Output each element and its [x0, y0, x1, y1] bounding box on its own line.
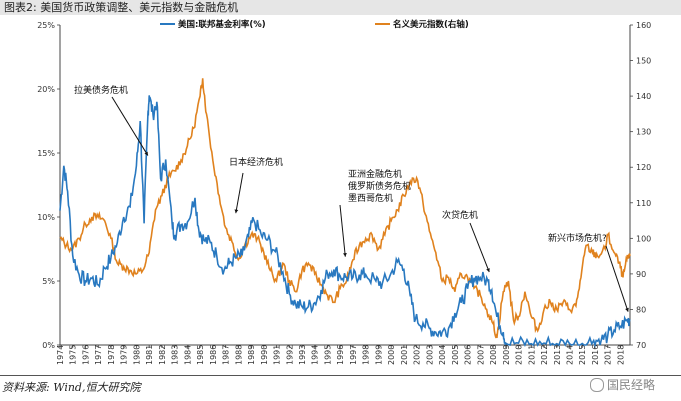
annotation-arrow-em	[605, 245, 629, 312]
annotation-latam-crisis: 拉美债务危机	[74, 84, 128, 96]
x-tick-label: 2013	[553, 345, 562, 365]
y-right-tick-label: 120	[636, 163, 651, 172]
x-tick-label: 1977	[94, 345, 103, 365]
y-right-tick-label: 130	[636, 128, 651, 137]
y-right-tick-label: 110	[636, 199, 651, 208]
y-right-tick-label: 80	[636, 305, 646, 314]
annotation-arrow-latam-head	[144, 151, 148, 156]
annotations: 拉美债务危机日本经济危机亚洲金融危机俄罗斯债务危机墨西哥危机次贷危机新兴市场危机…	[74, 84, 629, 312]
y-left-tick-label: 10%	[37, 213, 55, 222]
x-tick-label: 2011	[527, 345, 536, 365]
chart-legend: 美国:联邦基金利率(%) 名义美元指数(右轴)	[160, 19, 469, 30]
y-left-tick-label: 25%	[37, 21, 55, 30]
annotation-asia-crisis: 亚洲金融危机	[348, 168, 402, 180]
source-divider	[0, 375, 681, 376]
annotation-arrow-subprime-head	[486, 268, 490, 273]
annotation-em-crisis: 新兴市场危机?	[548, 232, 607, 244]
x-tick-label: 2016	[591, 345, 600, 365]
y-right-tick-labels: 70 80 90 100 110 120 130 140 150 160	[630, 21, 651, 350]
annotation-arrow-japan	[235, 172, 244, 214]
y-right-tick-label: 90	[636, 270, 646, 279]
x-tick-label: 1994	[311, 345, 320, 365]
series-line-fed-funds-rate	[59, 95, 631, 349]
chart: 1974 1975 1976 1977 1978 1979 1980 1981 1982 1983…	[37, 19, 651, 365]
source-note: 资料来源: Wind,恒大研究院	[2, 381, 141, 394]
x-tick-label: 2015	[578, 345, 587, 365]
x-tick-label: 1989	[247, 345, 256, 365]
x-tick-label: 2003	[425, 345, 434, 365]
x-tick-label: 2000	[387, 345, 396, 365]
watermark: 国民经略	[590, 376, 655, 393]
x-tick-label: 2005	[451, 345, 460, 365]
y-left-tick-label: 20%	[37, 85, 55, 94]
annotation-arrow-latam	[111, 96, 149, 156]
x-tick-label: 1974	[56, 345, 65, 365]
x-tick-label: 1982	[158, 345, 167, 365]
x-tick-label: 1980	[132, 345, 141, 365]
annotation-arrow-asia-head	[343, 252, 347, 257]
x-tick-label: 2001	[400, 345, 409, 365]
x-tick-label: 1995	[323, 345, 332, 365]
x-tick-label: 1986	[209, 345, 218, 365]
annotation-arrow-subprime	[469, 222, 490, 273]
x-tick-label: 1999	[374, 345, 383, 365]
x-tick-label: 1978	[107, 345, 116, 365]
y-right-tick-label: 160	[636, 21, 651, 30]
x-tick-label: 1981	[145, 345, 154, 365]
x-tick-label: 2017	[604, 345, 613, 365]
x-tick-label: 1996	[336, 345, 345, 365]
x-tick-label: 2014	[565, 345, 574, 365]
x-tick-label: 2010	[515, 345, 524, 365]
x-tick-label: 1979	[120, 345, 129, 365]
x-tick-label: 2008	[489, 345, 498, 365]
chart-axes	[59, 25, 631, 346]
x-tick-label: 1993	[298, 345, 307, 365]
x-tick-label: 1992	[285, 345, 294, 365]
x-tick-label: 2012	[540, 345, 549, 365]
annotation-arrow-asia	[339, 204, 346, 257]
x-tick-label: 1976	[81, 345, 90, 365]
y-right-tick-label: 150	[636, 57, 651, 66]
x-tick-label: 1985	[196, 345, 205, 365]
x-tick-labels: 1974 1975 1976 1977 1978 1979 1980 1981 1982 1983…	[56, 345, 625, 365]
annotation-russia-crisis: 俄罗斯债务危机	[348, 180, 411, 192]
x-tick-label: 2006	[464, 345, 473, 365]
wechat-icon	[590, 378, 604, 392]
x-tick-label: 1983	[171, 345, 180, 365]
y-right-tick-label: 70	[636, 341, 646, 350]
legend-label-dollar: 名义美元指数(右轴)	[393, 19, 469, 30]
x-tick-label: 1991	[273, 345, 282, 365]
watermark-text: 国民经略	[607, 378, 656, 392]
x-tick-label: 1990	[260, 345, 269, 365]
series-line-dollar-index	[59, 78, 631, 339]
x-tick-label: 2004	[438, 345, 447, 365]
x-tick-label: 2002	[413, 345, 422, 365]
x-tick-label: 1987	[222, 345, 231, 365]
y-right-tick-label: 100	[636, 234, 651, 243]
x-tick-label: 1975	[69, 345, 78, 365]
x-tick-label: 1984	[183, 345, 192, 365]
x-tick-label: 1988	[234, 345, 243, 365]
annotation-mexico-crisis: 墨西哥危机	[348, 192, 393, 204]
x-tick-label: 2009	[502, 345, 511, 365]
annotation-japan-crisis: 日本经济危机	[229, 156, 283, 168]
legend-label-rate: 美国:联邦基金利率(%)	[178, 19, 266, 30]
x-tick-label: 1997	[349, 345, 358, 365]
y-left-tick-label: 5%	[42, 277, 55, 286]
x-tick-label: 2018	[616, 345, 625, 365]
y-left-tick-labels: 0% 5% 10% 15% 20% 25%	[37, 21, 60, 350]
y-left-tick-label: 15%	[37, 149, 55, 158]
figure-title: 图表2: 美国货币政策调整、美元指数与金融危机	[0, 0, 681, 15]
annotation-arrow-em-head	[625, 307, 629, 312]
x-tick-label: 1998	[362, 345, 371, 365]
y-right-tick-label: 140	[636, 92, 651, 101]
annotation-subprime-crisis: 次贷危机	[442, 209, 478, 221]
annotation-arrow-japan-head	[234, 209, 239, 214]
x-tick-label: 2007	[476, 345, 485, 365]
y-left-tick-label: 0%	[42, 341, 55, 350]
